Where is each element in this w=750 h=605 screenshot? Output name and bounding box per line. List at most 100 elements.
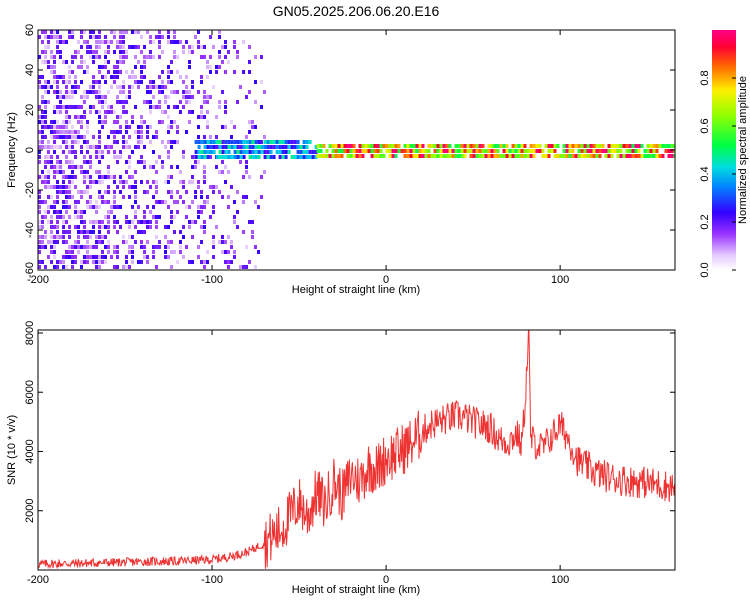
heatmap-cell [95,155,98,159]
heatmap-cell [98,90,101,94]
heatmap-cell [47,185,50,189]
heatmap-cell [74,225,77,229]
heatmap-cell [346,144,350,148]
heatmap-cell [176,70,179,74]
heatmap-cell [83,260,86,264]
heatmap-cell [152,85,155,89]
heatmap-cell [167,240,170,244]
heatmap-cell [116,65,119,69]
heatmap-cell [161,35,164,39]
heatmap-cell [236,225,239,229]
heatmap-cell [146,240,149,244]
heatmap-cell [50,35,53,39]
heatmap-cell [233,255,236,259]
heatmap-cell [119,30,122,34]
heatmap-cell [418,149,422,153]
heatmap-cell [203,45,206,49]
heatmap-cell [278,155,282,159]
heatmap-cell [56,110,59,114]
heatmap-cell [65,80,68,84]
heatmap-cell [65,90,68,94]
heatmap-cell [661,154,665,158]
heatmap-cell [511,144,515,148]
heatmap-cell [230,145,234,149]
heatmap-cell [44,90,47,94]
heatmap-cell [62,180,65,184]
heatmap-cell [56,260,59,264]
heatmap-cell [104,115,107,119]
heatmap-cell [92,55,95,59]
heatmap-cell [182,235,185,239]
heatmap-cell [170,60,173,64]
heatmap-cell [83,60,86,64]
heatmap-cell [209,155,212,159]
heatmap-cell [83,225,86,229]
heatmap-cell [397,149,401,153]
heatmap-cell [568,154,572,158]
heatmap-cell [305,155,309,159]
heatmap-cell [77,225,80,229]
heatmap-cell [53,200,56,204]
heatmap-cell [104,255,107,259]
heatmap-cell [173,90,176,94]
x-tick-label: 0 [383,574,389,586]
heatmap-cell [38,265,41,269]
heatmap-cell [53,225,56,229]
heatmap-cell [233,45,236,49]
heatmap-cell [328,144,332,148]
heatmap-cell [113,80,116,84]
heatmap-cell [128,165,131,169]
heatmap-cell [122,45,125,49]
heatmap-cell [616,149,620,153]
heatmap-cell [95,200,98,204]
heatmap-cell [535,144,539,148]
heatmap-cell [194,140,198,144]
heatmap-cell [59,40,62,44]
heatmap-cell [224,165,227,169]
heatmap-cell [62,235,65,239]
heatmap-cell [445,144,449,148]
heatmap-cell [248,45,251,49]
heatmap-cell [263,140,267,144]
heatmap-cell [412,144,416,148]
heatmap-cell [104,110,107,114]
heatmap-cell [215,140,219,144]
heatmap-cell [227,250,230,254]
heatmap-cell [179,100,182,104]
heatmap-cell [442,149,446,153]
heatmap-cell [667,154,671,158]
heatmap-cell [191,235,194,239]
heatmap-cell [38,115,41,119]
heatmap-cell [110,75,113,79]
heatmap-cell [50,235,53,239]
heatmap-cell [628,149,632,153]
colorbar-tick-label: 0.0 [699,262,711,277]
heatmap-cell [152,40,155,44]
heatmap-cell [86,150,89,154]
heatmap-cell [149,210,152,214]
heatmap-cell [227,235,230,239]
heatmap-cell [71,170,74,174]
heatmap-cell [65,105,68,109]
heatmap-cell [68,95,71,99]
heatmap-cell [388,149,392,153]
heatmap-cell [68,120,71,124]
heatmap-cell [140,120,143,124]
heatmap-cell [161,160,164,164]
heatmap-cell [517,149,521,153]
heatmap-cell [104,235,107,239]
heatmap-cell [233,150,237,154]
heatmap-cell [197,180,200,184]
heatmap-cell [254,140,258,144]
heatmap-cell [47,160,50,164]
heatmap-cell [107,175,110,179]
heatmap-cell [89,85,92,89]
heatmap-cell [68,230,71,234]
heatmap-cell [86,230,89,234]
heatmap-cell [131,245,134,249]
heatmap-cell [352,149,356,153]
heatmap-cell [128,155,131,159]
heatmap-cell [364,144,368,148]
heatmap-cell [56,155,59,159]
